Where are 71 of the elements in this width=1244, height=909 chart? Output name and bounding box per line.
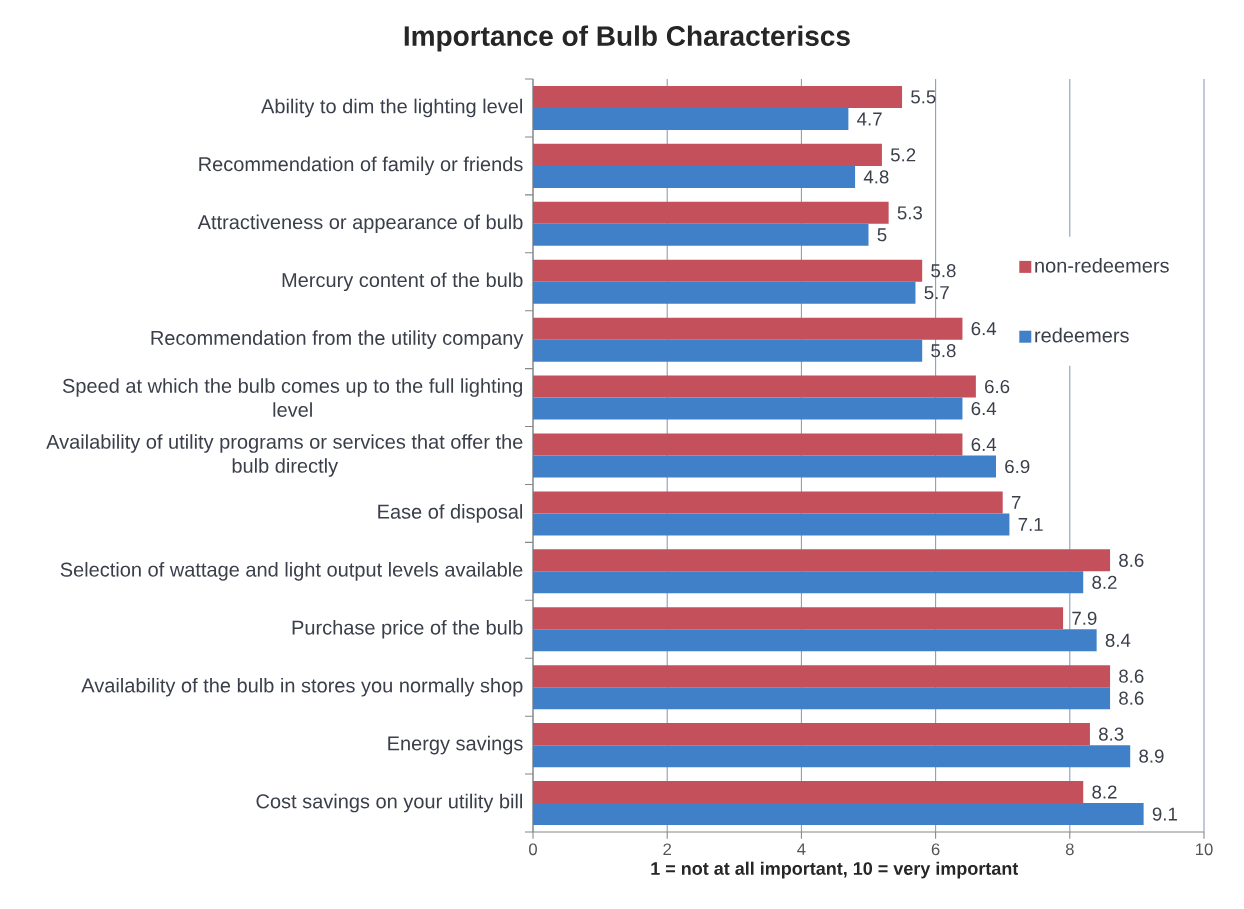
y-tick-label: Availability of the bulb in stores you normally shop [81,677,523,697]
data-label: 8.6 [1119,553,1144,567]
data-label: 8.4 [1105,633,1131,647]
bar [533,665,1111,688]
bar [533,687,1111,710]
y-tick-label: Ease of disposal [378,504,523,523]
bar [533,571,1084,594]
x-axis-title: 1 = not at all important, 10 = very important [651,861,1019,879]
data-label: 8.6 [1119,691,1144,705]
bar [533,723,1090,746]
bar [533,629,1097,652]
data-label: 8.9 [1139,749,1164,763]
y-tick-label: Attractiveness or appearance of bulb [197,214,523,234]
bar [533,433,963,456]
y-tick-label: Cost savings on your utility bill [256,793,522,813]
y-tick-label: Ability to dim the lighting level [261,98,522,118]
y-tick-label: Mercury content of the bulb [282,272,523,292]
bar [533,281,916,304]
legend-label: non-redeemers [1035,257,1169,273]
bar [533,201,889,224]
x-tick-label: 2 [663,843,671,856]
data-label: 8.3 [1099,727,1124,741]
y-tick-label: Speed at which the bulb comes up to the full lighting level [62,378,523,417]
data-label: 5.2 [890,148,916,162]
x-tick-label: 6 [931,843,940,856]
data-label: 8.2 [1092,785,1117,799]
y-tick-label: Energy savings [388,735,523,755]
bar [533,455,996,478]
bar [533,513,1010,536]
y-tick-label: Recommendation from the utility company [151,330,524,349]
bar [533,223,869,246]
data-label: 5 [877,228,887,242]
data-label: 6.6 [985,379,1010,394]
bar [533,143,882,166]
data-label: 6.4 [971,437,997,452]
data-label: 9.1 [1152,807,1177,821]
bar [533,397,963,420]
data-label: 6.9 [1005,459,1030,474]
data-label: 7.9 [1072,611,1097,625]
data-label: 8.6 [1119,669,1144,683]
legend-label: redeemers [1035,327,1129,343]
y-tick-label: Purchase price of the bulb [292,619,523,639]
data-label: 6.4 [971,322,997,336]
x-tick-label: 8 [1065,843,1074,856]
data-label: 8.2 [1092,575,1117,589]
x-tick-label: 4 [797,843,806,855]
bar [533,491,1003,514]
data-label: 7 [1011,496,1021,509]
bar [533,259,923,282]
y-tick-label: Selection of wattage and light output levels available [60,562,523,581]
bar [533,375,976,398]
bar [533,339,923,362]
bar [533,781,1084,804]
data-label: 4.7 [857,112,882,126]
x-tick-label: 10 [1196,843,1213,856]
bar [533,85,903,108]
chart-title: Importance of Bulb Characteriscs [404,25,850,52]
bar [533,803,1144,826]
data-label: 7.1 [1018,518,1043,531]
y-tick-label: Availability of utility programs or services that offer the bulb directly [46,434,523,477]
x-tick-label: 0 [529,843,537,856]
bar [533,745,1131,768]
bar [533,317,963,340]
data-label: 4.8 [863,170,889,184]
bar [533,549,1111,572]
y-tick-label: Recommendation of family or friends [199,156,523,176]
bar [533,165,856,188]
bar [533,607,1064,630]
bar [533,107,849,130]
data-label: 5.3 [897,206,923,220]
data-label: 6.4 [971,401,997,416]
